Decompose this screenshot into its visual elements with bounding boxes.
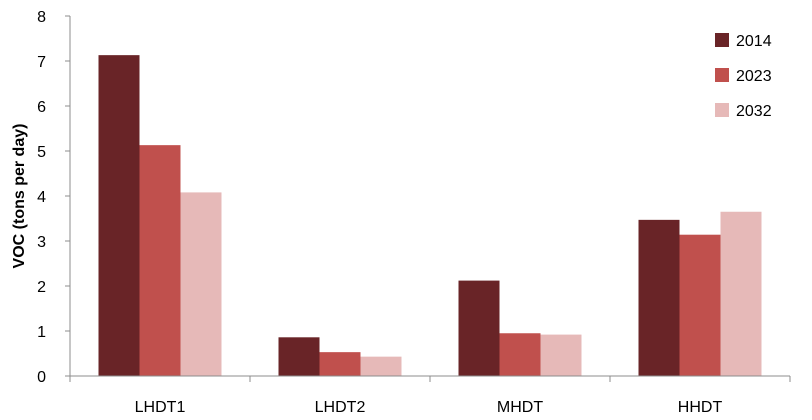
legend-swatch-2023	[715, 68, 729, 82]
y-tick-label: 1	[37, 324, 46, 341]
legend-label: 2032	[736, 103, 772, 120]
y-axis-ticks: 0 1 2 3 4 5 6 7 8	[37, 9, 71, 386]
bar-2023-LHDT2	[319, 352, 361, 376]
bar-2023-LHDT1	[139, 145, 181, 376]
y-tick-label: 0	[37, 369, 46, 386]
y-axis-title: VOC (tons per day)	[11, 124, 28, 269]
legend-swatch-2032	[715, 103, 729, 117]
y-tick-label: 7	[37, 54, 46, 71]
x-category-label: MHDT	[497, 399, 543, 416]
bar-2032-LHDT1	[180, 192, 222, 376]
bar-2014-LHDT2	[278, 337, 320, 376]
y-tick-label: 8	[37, 9, 46, 26]
legend-label: 2014	[736, 33, 772, 50]
x-category-label: LHDT2	[315, 399, 366, 416]
bar-2014-MHDT	[458, 280, 500, 376]
bar-2032-MHDT	[540, 334, 582, 376]
y-tick-label: 3	[37, 234, 46, 251]
bar-2023-MHDT	[499, 333, 541, 376]
bar-2023-HHDT	[679, 234, 721, 376]
bar-2014-LHDT1	[98, 55, 140, 377]
x-category-label: LHDT1	[135, 399, 186, 416]
bars	[98, 55, 762, 377]
legend-swatch-2014	[715, 33, 729, 47]
bar-2032-HHDT	[720, 211, 762, 376]
legend: 2014 2023 2032	[715, 33, 772, 120]
x-axis: LHDT1 LHDT2 MHDT HHDT	[69, 375, 791, 416]
y-tick-label: 5	[37, 144, 46, 161]
legend-label: 2023	[736, 68, 772, 85]
bar-2014-HHDT	[638, 219, 680, 376]
x-category-label: HHDT	[678, 399, 723, 416]
y-tick-label: 4	[37, 189, 46, 206]
y-tick-label: 6	[37, 99, 46, 116]
y-tick-label: 2	[37, 279, 46, 296]
bar-2032-LHDT2	[360, 356, 402, 376]
